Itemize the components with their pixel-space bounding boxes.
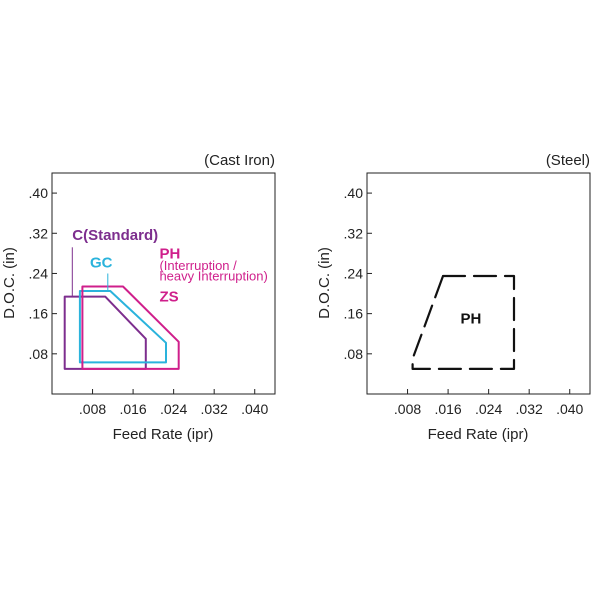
x-axis-label: Feed Rate (ipr) (113, 426, 214, 443)
y-tick-label: .24 (344, 265, 364, 281)
y-tick-label: .16 (344, 306, 364, 322)
y-tick-label: .08 (344, 346, 364, 362)
x-tick-label: .024 (160, 401, 187, 417)
y-tick-label: .08 (29, 346, 49, 362)
series-region-c-standard (63, 295, 147, 370)
x-tick-label: .024 (475, 401, 502, 417)
y-tick-label: .40 (344, 185, 364, 201)
chart-panel-cast-iron: (Cast Iron) .008 .016 .024 .032 .040 .08 .16 .24… (1, 152, 276, 443)
x-tick-label: .008 (394, 401, 421, 417)
series-annotation: heavy Interruption) (159, 268, 267, 283)
y-tick-label: .24 (29, 265, 49, 281)
series-region-zs (81, 285, 180, 370)
y-tick-label: .32 (29, 225, 49, 241)
y-tick-label: .32 (344, 225, 364, 241)
plot-frame (51, 172, 276, 395)
series-region-ph (411, 274, 516, 370)
plot-frame (366, 172, 591, 395)
series-region-gc (78, 290, 167, 364)
series-annotation: PH (460, 311, 481, 328)
series-annotation: ZS (159, 289, 178, 306)
chart-title: (Cast Iron) (204, 152, 275, 169)
x-tick-label: .016 (434, 401, 461, 417)
x-tick-label: .016 (119, 401, 146, 417)
series-annotation: PH (159, 245, 180, 262)
y-tick-label: .40 (29, 185, 49, 201)
x-tick-label: .040 (556, 401, 583, 417)
y-axis-label: D.O.C. (in) (1, 247, 18, 319)
chart-panel-steel: (Steel) .008 .016 .024 .032 .040 .08 .16 .24 .32.… (316, 152, 591, 443)
x-tick-label: .040 (241, 401, 268, 417)
series-annotation: (Interruption / (159, 258, 237, 273)
x-tick-label: .032 (516, 401, 543, 417)
y-tick-label: .16 (29, 306, 49, 322)
y-axis-label: D.O.C. (in) (316, 247, 333, 319)
x-tick-label: .032 (201, 401, 228, 417)
series-annotation: C(Standard) (72, 227, 158, 244)
x-axis-label: Feed Rate (ipr) (428, 426, 529, 443)
chart-title: (Steel) (546, 152, 590, 169)
series-annotation: GC (90, 254, 113, 271)
x-tick-label: .008 (79, 401, 106, 417)
